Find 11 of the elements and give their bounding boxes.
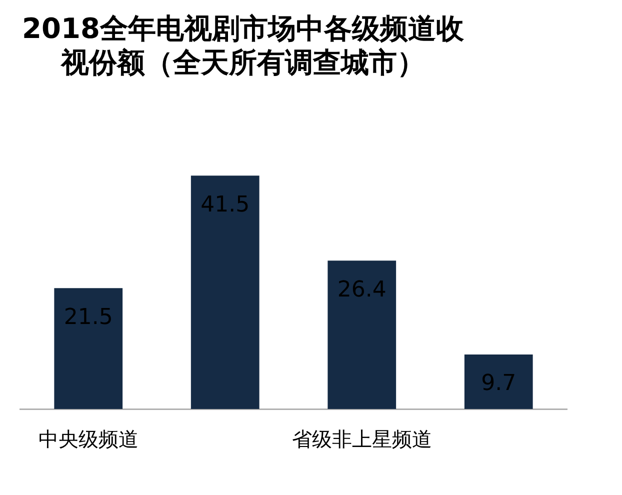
data-label: 41.5	[200, 192, 250, 218]
x-tick-label: 省级非上星频道	[292, 427, 432, 452]
data-label: 26.4	[337, 277, 386, 302]
bar	[464, 354, 533, 409]
x-tick-label: 中央级频道	[38, 427, 138, 452]
bar	[190, 176, 260, 409]
bar	[328, 260, 396, 409]
data-label: 21.5	[64, 304, 113, 330]
chart-title: 2018全年电视剧市场中各级频道收视份额（全天所有调查城市）	[21, 12, 465, 80]
bar	[54, 288, 123, 409]
data-label: 9.7	[481, 371, 516, 396]
